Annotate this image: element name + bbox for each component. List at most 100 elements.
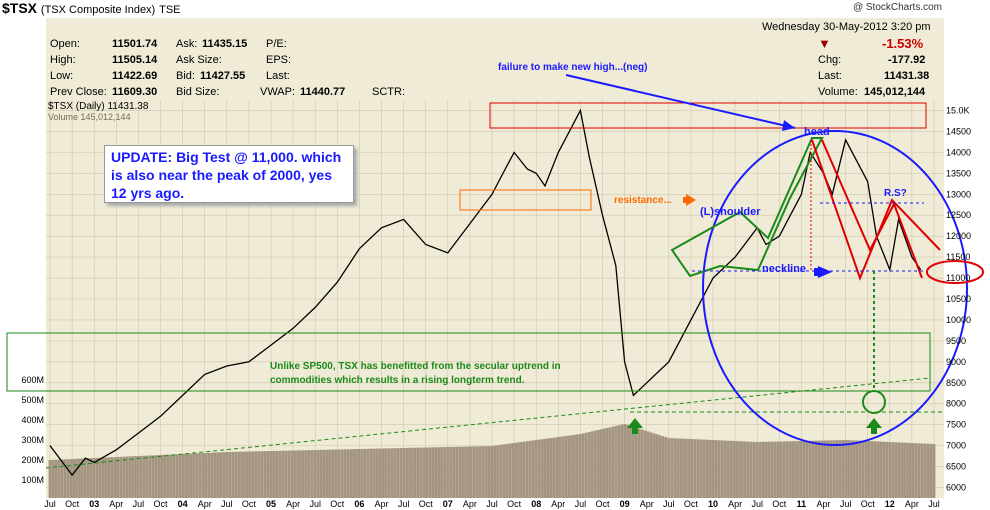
volume-bar	[428, 447, 432, 498]
y-tick-label: 14000	[946, 147, 971, 157]
volume-bar	[584, 432, 588, 498]
volume-bar	[122, 456, 126, 498]
sctr-label: SCTR:	[372, 86, 405, 98]
volume-bar	[352, 449, 355, 498]
resistance-band	[489, 102, 927, 129]
volume-bar	[475, 446, 479, 498]
volume-bar	[655, 434, 659, 498]
volume-bar	[885, 441, 889, 498]
volume-bar	[755, 442, 759, 498]
volume-bar	[617, 425, 621, 498]
volume-bar	[381, 448, 385, 498]
volume-bar	[219, 452, 223, 498]
volume-bar	[596, 430, 600, 498]
x-tick-label: Apr	[198, 499, 212, 509]
volume-bar	[549, 438, 553, 498]
volume-bar	[110, 457, 114, 498]
blue-circle	[702, 130, 968, 446]
volume-bar	[540, 439, 544, 498]
y-tick-label: 10000	[946, 315, 971, 325]
volume-bar	[302, 450, 305, 498]
x-tick-label: 11	[797, 499, 807, 509]
volume-bar	[413, 447, 417, 498]
volume-bar	[393, 448, 397, 498]
volume-bar	[154, 455, 158, 498]
volume-bar	[54, 459, 58, 498]
volume-bar	[744, 441, 747, 498]
volume-bar	[496, 445, 500, 498]
volume-bar	[723, 440, 727, 498]
failure-arrow-head-icon	[782, 120, 795, 131]
volume-bar	[534, 440, 538, 498]
volume-bar	[296, 450, 299, 498]
y-tick-label: 10500	[946, 294, 971, 304]
volume-bar	[322, 449, 326, 498]
volume-bar	[800, 441, 803, 498]
commodities-note: Unlike SP500, TSX has benefitted from th…	[270, 360, 561, 388]
volume-bar	[785, 441, 789, 498]
volume-bar	[531, 440, 535, 498]
volume-bar	[517, 442, 520, 498]
volume-bar	[767, 441, 771, 498]
volume-bar	[384, 448, 388, 498]
volume-bar	[511, 443, 515, 498]
volume-bar	[637, 428, 641, 498]
volume-bar	[805, 440, 809, 498]
x-tick-label: Oct	[595, 499, 610, 509]
volume-bar	[75, 458, 78, 498]
volume-bar	[926, 443, 930, 498]
volume-bar	[611, 426, 615, 498]
prev-close-label: Prev Close:	[50, 86, 107, 98]
volume-bar	[160, 454, 164, 498]
volume-bar	[620, 424, 624, 498]
volume-bar	[564, 436, 568, 498]
volume-tick-label: 200M	[21, 455, 44, 465]
x-tick-label: Apr	[905, 499, 919, 509]
volume-bar	[676, 438, 680, 498]
volume-bar	[272, 450, 276, 498]
volume-bar	[192, 453, 196, 498]
volume-bar	[646, 431, 650, 498]
volume-bar	[879, 441, 883, 498]
volume-bar	[101, 457, 105, 498]
volume-bar	[850, 440, 853, 498]
bid-size-label: Bid Size:	[176, 86, 220, 98]
volume-bar	[481, 446, 485, 498]
volume-bar	[195, 453, 199, 498]
volume-bar	[726, 440, 730, 498]
volume-bar	[508, 443, 512, 498]
open-label: Open:	[50, 38, 80, 50]
volume-bar	[826, 440, 830, 498]
volume-bar	[643, 430, 647, 498]
pct-change: -1.53%	[882, 36, 924, 51]
x-tick-label: Jul	[575, 499, 587, 509]
volume-label: Volume:	[818, 86, 858, 98]
volume-bar	[304, 450, 308, 498]
volume-bar	[358, 449, 361, 498]
volume-bar	[310, 450, 314, 498]
right-shoulder-lower	[821, 139, 923, 279]
volume-bar	[237, 451, 240, 498]
volume-bar	[263, 451, 267, 498]
volume-bar	[484, 446, 488, 498]
vwap-label: VWAP:	[260, 86, 296, 98]
long-term-trendline	[45, 377, 931, 469]
x-tick-label: Oct	[330, 499, 345, 509]
volume-bar	[78, 458, 81, 498]
volume-bar	[561, 436, 565, 498]
volume-bar	[375, 448, 379, 498]
volume-bar	[623, 424, 626, 498]
volume-bar	[169, 454, 173, 498]
exchange: TSE	[159, 4, 181, 16]
volume-bar	[546, 438, 550, 498]
y-tick-label: 12500	[946, 210, 971, 220]
down-triangle-icon: ▼	[818, 36, 831, 51]
volume-bar	[184, 453, 187, 498]
volume-bar	[225, 452, 229, 498]
volume-bar	[378, 448, 382, 498]
volume-bar	[187, 453, 190, 498]
volume-bar	[125, 456, 129, 498]
x-tick-label: Apr	[551, 499, 565, 509]
volume-bar	[605, 428, 609, 498]
